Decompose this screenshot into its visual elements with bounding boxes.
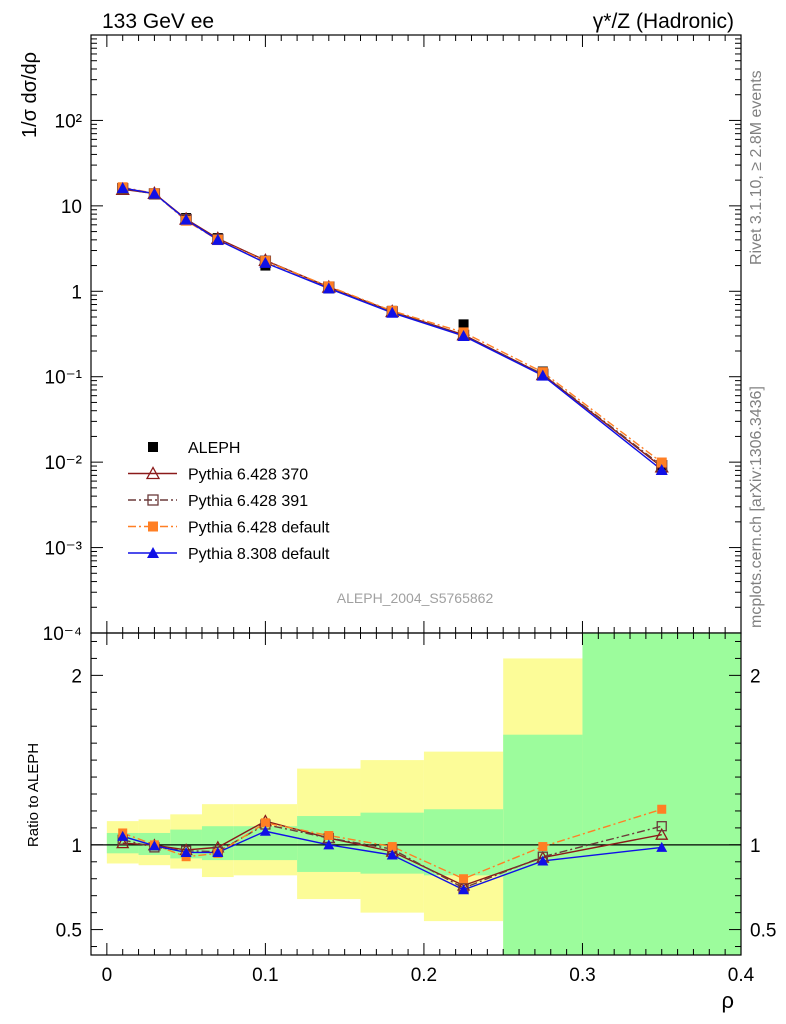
ratio-data-point xyxy=(656,841,668,852)
y-tick-label: 1 xyxy=(71,282,82,303)
legend-entry: Pythia 6.428 370 xyxy=(128,466,308,484)
data-point xyxy=(457,329,470,341)
legend-label: ALEPH xyxy=(188,440,240,457)
y-tick-label: 10⁻³ xyxy=(45,539,83,560)
legend-entry: ALEPH xyxy=(148,440,240,457)
ratio-data-point xyxy=(458,884,470,895)
ratio-y-axis-label: Ratio to ALEPH xyxy=(25,743,42,847)
ratio-data-point xyxy=(116,836,130,849)
ratio-panel: 0.5 0.5 1 1 2 2 0 0.1 0.2 0.3 0.4 xyxy=(56,632,776,986)
legend-label: Pythia 6.428 370 xyxy=(188,467,308,484)
x-tick-label: 0.3 xyxy=(569,965,595,986)
ratio-data-point xyxy=(538,842,548,852)
ratio-data-point xyxy=(323,839,335,850)
main-panel: 10⁻⁴ 10⁻³ 10⁻² 10⁻¹ 1 10 10² ALEPH Pythia 6.428 … xyxy=(43,34,742,645)
main-plot-frame xyxy=(90,34,742,634)
series-line xyxy=(122,186,663,464)
ratio-data-point xyxy=(655,827,669,840)
legend-entry: Pythia 8.308 default xyxy=(128,546,330,563)
y-tick-label-right: 2 xyxy=(750,666,761,687)
legend-marker xyxy=(147,547,159,558)
legend-marker xyxy=(148,521,158,532)
ratio-data-point xyxy=(537,855,549,866)
ratio-data-point xyxy=(387,842,397,852)
y-tick-label: 10⁻⁴ xyxy=(43,624,82,645)
header-right-label: γ*/Z (Hadronic) xyxy=(593,10,734,33)
data-point xyxy=(322,282,335,294)
y-tick-label: 10² xyxy=(55,111,82,132)
y-tick-label-right: 1 xyxy=(750,836,761,857)
analysis-watermark: ALEPH_2004_S5765862 xyxy=(337,590,494,606)
uncertainty-band-inner xyxy=(423,809,504,876)
ratio-data-point xyxy=(212,846,224,857)
data-point xyxy=(656,457,667,468)
series-line xyxy=(122,187,663,471)
mcplots-label: mcplots.cern.ch [arXiv:1306.3436] xyxy=(748,386,765,628)
ratio-data-point xyxy=(324,831,334,841)
y-tick-label: 10⁻² xyxy=(45,453,83,474)
data-point xyxy=(180,213,193,225)
ratio-series-line xyxy=(122,808,662,880)
y-tick-label: 2 xyxy=(71,666,82,687)
ratio-data-point xyxy=(180,846,192,857)
ratio-data-point xyxy=(656,821,667,832)
legend-marker xyxy=(147,494,159,506)
y-tick-label: 10 xyxy=(61,197,82,218)
x-tick-label: 0.2 xyxy=(411,965,437,986)
ratio-data-point xyxy=(386,849,398,860)
data-point xyxy=(458,319,469,330)
legend-label: Pythia 6.428 default xyxy=(188,520,330,537)
main-y-axis-label: 1/σ dσ/dρ xyxy=(19,52,41,138)
y-tick-label: 10⁻¹ xyxy=(45,368,83,389)
header-left-label: 133 GeV ee xyxy=(102,10,214,33)
legend-entry: Pythia 6.428 391 xyxy=(128,493,308,510)
legend-label: Pythia 6.428 391 xyxy=(188,493,308,510)
ratio-data-point xyxy=(657,804,667,814)
x-tick-label: 0.1 xyxy=(252,965,278,986)
data-point xyxy=(148,187,161,199)
data-point xyxy=(259,256,272,268)
legend-marker xyxy=(148,442,158,452)
rivet-version-label: Rivet 3.1.10, ≥ 2.8M events xyxy=(748,70,765,265)
ratio-data-point xyxy=(259,825,271,836)
ratio-data-point xyxy=(117,830,129,841)
x-tick-label: 0.4 xyxy=(728,965,755,986)
x-tick-label: 0 xyxy=(102,965,113,986)
ratio-series-line xyxy=(122,830,662,891)
ratio-data-point xyxy=(260,818,270,828)
ratio-data-point xyxy=(459,874,469,884)
legend-entry: Pythia 6.428 default xyxy=(128,520,330,537)
uncertainty-band-inner xyxy=(582,633,741,955)
data-point xyxy=(211,233,224,245)
legend-label: Pythia 8.308 default xyxy=(188,546,330,563)
legend-marker xyxy=(145,466,161,480)
y-tick-label-right: 0.5 xyxy=(750,921,776,942)
data-point xyxy=(536,369,549,381)
y-tick-label: 1 xyxy=(71,836,82,857)
data-point xyxy=(655,463,668,475)
data-point xyxy=(116,181,129,193)
data-point xyxy=(386,306,399,318)
ratio-data-point xyxy=(148,840,160,851)
x-axis-label: ρ xyxy=(721,988,734,1013)
y-tick-label: 0.5 xyxy=(56,921,82,942)
